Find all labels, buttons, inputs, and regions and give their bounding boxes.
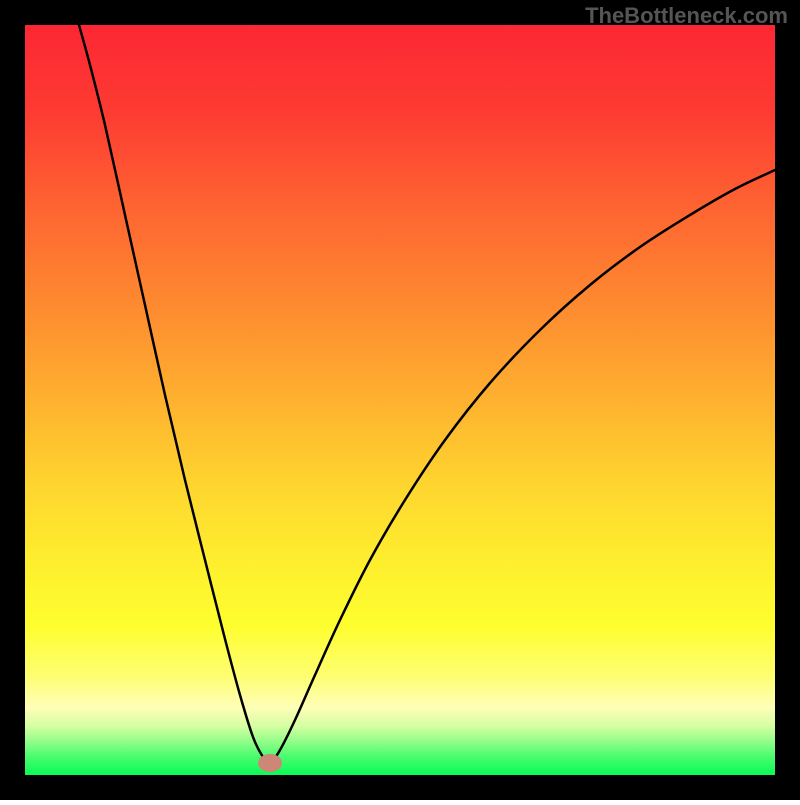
chart-container: TheBottleneck.com — [0, 0, 800, 800]
optimum-marker — [258, 754, 282, 772]
chart-svg — [0, 0, 800, 800]
chart-background — [25, 25, 775, 775]
watermark-text: TheBottleneck.com — [585, 3, 788, 29]
